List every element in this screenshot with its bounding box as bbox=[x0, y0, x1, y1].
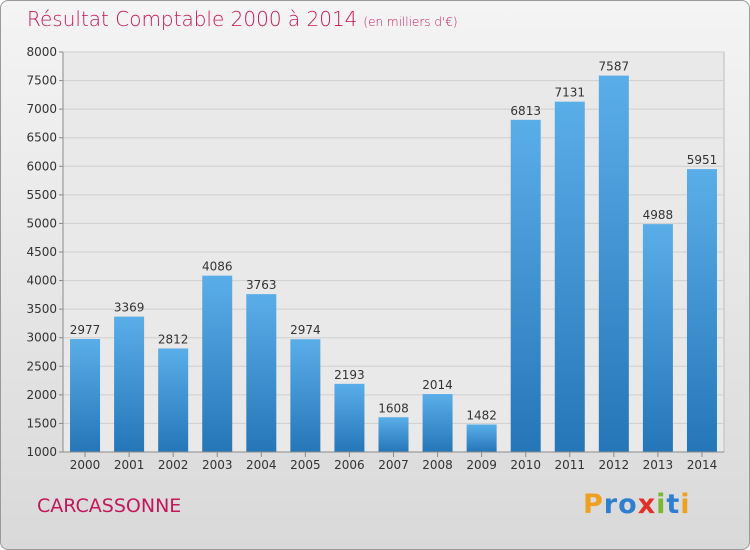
data-label-2012: 7587 bbox=[599, 60, 630, 74]
y-tick-label: 5500 bbox=[26, 188, 57, 202]
y-tick-label: 6500 bbox=[26, 131, 57, 145]
logo-letter: t bbox=[666, 489, 681, 520]
x-tick-label: 2005 bbox=[290, 458, 321, 472]
chart-title: Résultat Comptable 2000 à 2014 (en millie… bbox=[27, 7, 458, 31]
x-tick-label: 2011 bbox=[554, 458, 585, 472]
x-tick-label: 2013 bbox=[643, 458, 674, 472]
city-name: CARCASSONNE bbox=[37, 495, 182, 517]
logo-letter: i bbox=[656, 489, 667, 520]
y-tick-label: 1000 bbox=[26, 445, 57, 459]
data-label-2011: 7131 bbox=[554, 86, 585, 100]
data-label-2007: 1608 bbox=[378, 401, 409, 415]
bar-2003 bbox=[202, 275, 233, 452]
bar-2001 bbox=[114, 316, 145, 452]
data-label-2005: 2974 bbox=[290, 323, 321, 337]
y-tick-label: 7500 bbox=[26, 74, 57, 88]
y-tick-label: 2500 bbox=[26, 359, 57, 373]
x-tick-label: 2007 bbox=[378, 458, 409, 472]
bar-2006 bbox=[334, 383, 365, 452]
logo-letter: r bbox=[603, 489, 619, 520]
y-tick-label: 7000 bbox=[26, 102, 57, 116]
bar-2009 bbox=[466, 424, 497, 452]
data-label-2000: 2977 bbox=[70, 323, 101, 337]
logo-letter: x bbox=[637, 489, 657, 520]
y-tick-label: 1500 bbox=[26, 416, 57, 430]
x-tick-label: 2002 bbox=[158, 458, 189, 472]
data-label-2009: 1482 bbox=[466, 408, 497, 422]
y-tick-label: 6000 bbox=[26, 159, 57, 173]
x-tick-label: 2004 bbox=[246, 458, 277, 472]
bar-2002 bbox=[158, 348, 189, 452]
x-tick-label: 2012 bbox=[599, 458, 630, 472]
chart-title-text: Résultat Comptable 2000 à 2014 bbox=[27, 7, 358, 31]
y-tick-label: 3500 bbox=[26, 302, 57, 316]
proxiti-logo: Proxiti bbox=[583, 489, 691, 520]
bar-2014 bbox=[686, 169, 717, 453]
bar-2000 bbox=[70, 339, 101, 452]
bar-2010 bbox=[510, 119, 541, 452]
data-label-2013: 4988 bbox=[643, 208, 674, 222]
bar-2008 bbox=[422, 394, 453, 452]
data-label-2001: 3369 bbox=[114, 301, 145, 315]
logo-letter: o bbox=[618, 489, 638, 520]
data-label-2014: 5951 bbox=[687, 153, 718, 167]
logo-letter: i bbox=[680, 489, 691, 520]
y-tick-label: 4500 bbox=[26, 245, 57, 259]
data-label-2006: 2193 bbox=[334, 368, 365, 382]
logo-letter: P bbox=[583, 489, 604, 520]
y-tick-label: 8000 bbox=[26, 45, 57, 59]
bar-2011 bbox=[554, 101, 585, 453]
x-tick-label: 2014 bbox=[687, 458, 718, 472]
x-tick-label: 2003 bbox=[202, 458, 233, 472]
y-tick-label: 2000 bbox=[26, 388, 57, 402]
bar-2004 bbox=[246, 294, 277, 452]
data-label-2002: 2812 bbox=[158, 332, 189, 346]
x-tick-label: 2006 bbox=[334, 458, 365, 472]
x-tick-label: 2009 bbox=[466, 458, 497, 472]
x-tick-label: 2000 bbox=[70, 458, 101, 472]
x-tick-label: 2010 bbox=[510, 458, 541, 472]
bar-2007 bbox=[378, 417, 409, 452]
bar-2005 bbox=[290, 339, 321, 452]
x-tick-label: 2008 bbox=[422, 458, 453, 472]
data-label-2003: 4086 bbox=[202, 260, 233, 274]
y-tick-label: 3000 bbox=[26, 331, 57, 345]
bar-2012 bbox=[598, 75, 629, 452]
data-label-2008: 2014 bbox=[422, 378, 453, 392]
bar-2013 bbox=[642, 224, 673, 452]
data-label-2010: 6813 bbox=[510, 104, 541, 118]
y-tick-label: 5000 bbox=[26, 216, 57, 230]
x-tick-label: 2001 bbox=[114, 458, 145, 472]
y-tick-label: 4000 bbox=[26, 274, 57, 288]
chart-subtitle: (en milliers d'€) bbox=[363, 15, 458, 29]
data-label-2004: 3763 bbox=[246, 278, 277, 292]
